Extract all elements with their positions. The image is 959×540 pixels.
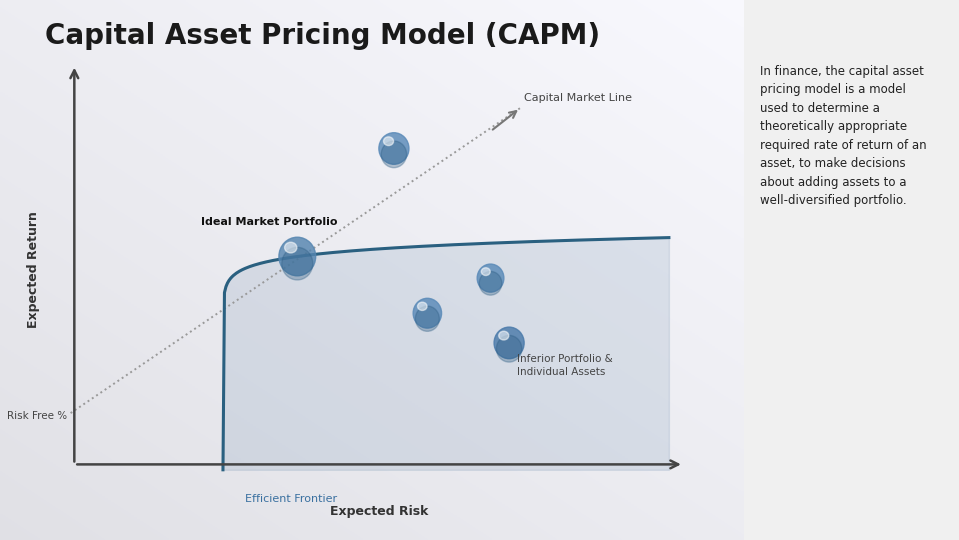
Text: In finance, the capital asset
pricing model is a model
used to determine a
theor: In finance, the capital asset pricing mo… xyxy=(760,65,927,207)
Ellipse shape xyxy=(494,327,525,359)
Ellipse shape xyxy=(499,331,509,340)
Text: Capital Market Line: Capital Market Line xyxy=(524,92,632,103)
Ellipse shape xyxy=(379,133,409,164)
Ellipse shape xyxy=(497,335,522,362)
Text: Capital Asset Pricing Model (CAPM): Capital Asset Pricing Model (CAPM) xyxy=(44,22,599,50)
Ellipse shape xyxy=(413,298,441,328)
Text: Efficient Frontier: Efficient Frontier xyxy=(246,494,338,504)
Ellipse shape xyxy=(478,264,503,292)
Ellipse shape xyxy=(415,306,439,332)
Text: Inferior Portfolio &
Individual Assets: Inferior Portfolio & Individual Assets xyxy=(517,354,612,377)
Ellipse shape xyxy=(285,242,297,253)
Text: Expected Risk: Expected Risk xyxy=(330,505,429,518)
Ellipse shape xyxy=(480,272,502,295)
Ellipse shape xyxy=(384,137,393,146)
Ellipse shape xyxy=(279,237,316,276)
Ellipse shape xyxy=(417,302,427,310)
Ellipse shape xyxy=(282,247,313,280)
Text: Risk Free %: Risk Free % xyxy=(8,411,67,421)
Text: Ideal Market Portfolio: Ideal Market Portfolio xyxy=(200,217,338,227)
Text: Expected Return: Expected Return xyxy=(27,212,40,328)
Ellipse shape xyxy=(381,141,407,168)
Ellipse shape xyxy=(481,268,490,275)
